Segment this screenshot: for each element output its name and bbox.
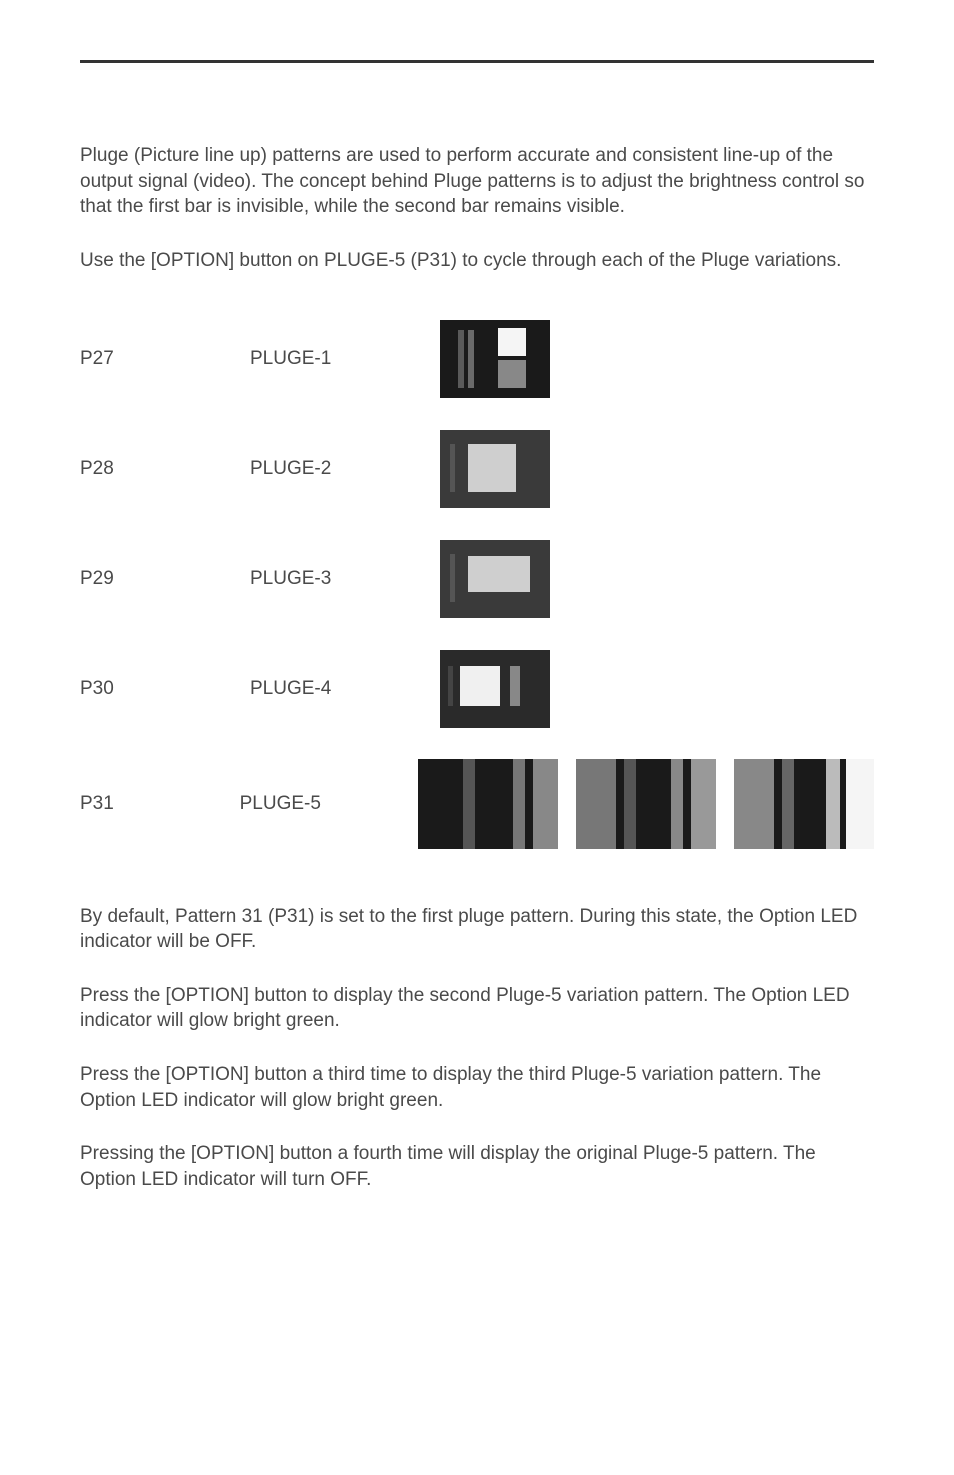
- pluge-5c-icon: [734, 759, 874, 849]
- pattern-thumb: [440, 650, 550, 728]
- pluge-4-icon: [440, 650, 550, 728]
- pattern-row: P31 PLUGE-5: [80, 744, 874, 864]
- pattern-name: PLUGE-5: [240, 793, 418, 815]
- pattern-code: P28: [80, 458, 250, 480]
- pluge-3-icon: [440, 540, 550, 618]
- pattern-row: P29 PLUGE-3: [80, 524, 874, 634]
- outro-paragraph-3: Press the [OPTION] button a third time t…: [80, 1062, 874, 1113]
- pluge-5a-icon: [418, 759, 558, 849]
- pattern-thumb: [440, 320, 550, 398]
- pattern-name: PLUGE-1: [250, 348, 440, 370]
- pattern-thumb: [418, 759, 874, 849]
- pattern-code: P27: [80, 348, 250, 370]
- section-rule: [80, 60, 874, 63]
- pattern-code: P29: [80, 568, 250, 590]
- pattern-row: P28 PLUGE-2: [80, 414, 874, 524]
- pluge-2-icon: [440, 430, 550, 508]
- outro-paragraph-4: Pressing the [OPTION] button a fourth ti…: [80, 1141, 874, 1192]
- outro-paragraph-2: Press the [OPTION] button to display the…: [80, 983, 874, 1034]
- pattern-code: P30: [80, 678, 250, 700]
- pluge-1-icon: [440, 320, 550, 398]
- pattern-code: P31: [80, 793, 240, 815]
- pattern-name: PLUGE-3: [250, 568, 440, 590]
- intro-paragraph-1: Pluge (Picture line up) patterns are use…: [80, 143, 874, 220]
- pattern-row: P30 PLUGE-4: [80, 634, 874, 744]
- outro-paragraph-1: By default, Pattern 31 (P31) is set to t…: [80, 904, 874, 955]
- pattern-thumb: [440, 430, 550, 508]
- intro-paragraph-2: Use the [OPTION] button on PLUGE-5 (P31)…: [80, 248, 874, 274]
- pattern-thumb: [440, 540, 550, 618]
- pattern-name: PLUGE-2: [250, 458, 440, 480]
- pattern-row: P27 PLUGE-1: [80, 304, 874, 414]
- pattern-name: PLUGE-4: [250, 678, 440, 700]
- pluge-5b-icon: [576, 759, 716, 849]
- pattern-list: P27 PLUGE-1 P28 PLUGE-2 P29 PLUGE-3 P30 …: [80, 304, 874, 864]
